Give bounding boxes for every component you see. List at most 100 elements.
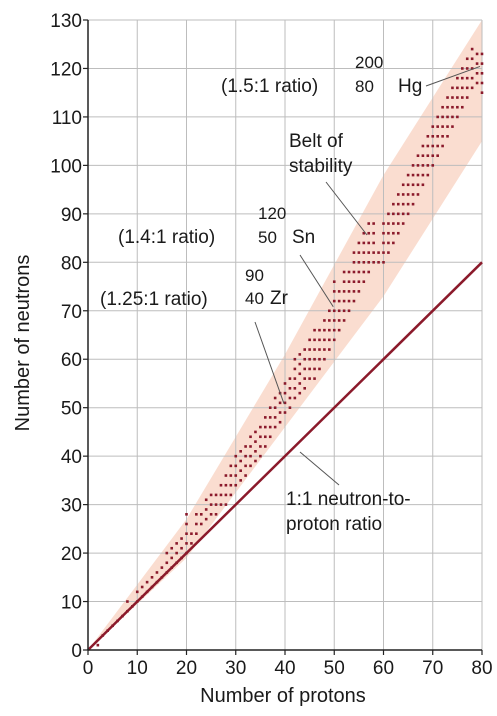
stable-nucleus-point <box>259 454 262 458</box>
stable-nucleus-point <box>323 348 326 351</box>
stable-nucleus-point <box>96 643 100 647</box>
stable-nucleus-point <box>268 416 272 419</box>
stable-nucleus-point <box>367 222 371 225</box>
stable-nucleus-point <box>239 450 242 453</box>
stable-nucleus-point <box>244 445 247 448</box>
stable-nucleus-point <box>244 474 247 477</box>
stable-nucleus-point <box>278 420 282 424</box>
stable-nucleus-point <box>456 105 459 109</box>
stable-nucleus-point <box>401 202 405 206</box>
stable-nucleus-point <box>126 600 129 603</box>
stable-nucleus-point <box>249 445 252 448</box>
stable-nucleus-point <box>411 183 415 187</box>
stable-nucleus-point <box>165 551 169 555</box>
stable-nucleus-point <box>219 493 223 497</box>
stable-nucleus-point <box>254 430 257 434</box>
stable-nucleus-point <box>332 290 336 293</box>
stable-nucleus-point <box>204 498 208 502</box>
stable-nucleus-point <box>461 76 464 80</box>
stable-nucleus-point <box>411 193 415 196</box>
sn-symbol: Sn <box>292 227 315 248</box>
stable-nucleus-point <box>382 251 385 254</box>
stable-nucleus-point <box>426 154 430 157</box>
stable-nucleus-point <box>264 435 267 439</box>
stable-nucleus-point <box>446 115 449 119</box>
stable-nucleus-point <box>436 135 439 138</box>
stable-nucleus-point <box>308 367 311 371</box>
stable-nucleus-point <box>421 164 425 167</box>
stable-nucleus-point <box>328 328 331 332</box>
stable-nucleus-point <box>323 357 326 361</box>
stable-nucleus-point <box>116 619 119 623</box>
stable-nucleus-point <box>140 585 144 589</box>
stable-nucleus-point <box>372 261 375 264</box>
stable-nucleus-point <box>401 222 405 225</box>
stable-nucleus-point <box>175 561 178 565</box>
stable-nucleus-point <box>347 280 351 283</box>
stable-nucleus-point <box>224 503 228 506</box>
stable-nucleus-point <box>239 459 242 463</box>
stable-nucleus-point <box>328 309 331 313</box>
y-tick-label: 80 <box>61 253 82 274</box>
stable-nucleus-point <box>234 474 238 477</box>
stable-nucleus-point <box>298 391 302 395</box>
hg-leader-line <box>425 65 481 87</box>
stable-nucleus-point <box>160 576 164 579</box>
stable-nucleus-point <box>431 144 435 148</box>
stable-nucleus-point <box>308 357 311 361</box>
stable-nucleus-point <box>421 173 425 177</box>
stable-nucleus-point <box>480 52 484 56</box>
stable-nucleus-point <box>465 86 469 90</box>
stable-nucleus-point <box>303 348 306 351</box>
ratio-line-leader <box>299 451 340 486</box>
stable-nucleus-point <box>362 231 366 235</box>
stable-nucleus-point <box>214 513 218 516</box>
stable-nucleus-point <box>328 348 331 351</box>
zr-mass-number: 90 <box>245 266 264 285</box>
stable-nucleus-point <box>244 454 247 458</box>
hg-symbol: Hg <box>398 76 422 97</box>
zr-ratio-label: (1.25:1 ratio) <box>100 289 208 310</box>
stable-nucleus-point <box>392 212 395 216</box>
belt-label-line-2: stability <box>289 156 353 177</box>
stable-nucleus-point <box>318 328 321 332</box>
stable-nucleus-point <box>461 67 464 70</box>
stable-nucleus-point <box>392 222 395 225</box>
stable-nucleus-point <box>451 105 454 109</box>
stable-nucleus-point <box>426 173 430 177</box>
stable-nucleus-point <box>456 76 459 80</box>
stable-nucleus-point <box>229 493 233 497</box>
stable-nucleus-point <box>195 522 198 526</box>
stable-nucleus-point <box>328 338 331 342</box>
stable-nucleus-point <box>416 183 420 187</box>
stable-nucleus-point <box>426 144 430 148</box>
sn-mass-number: 120 <box>258 204 286 223</box>
stable-nucleus-point <box>150 576 154 579</box>
stable-nucleus-point <box>318 348 321 351</box>
one-to-one-ratio-line <box>87 261 483 651</box>
stable-nucleus-point <box>480 62 484 65</box>
stable-nucleus-point <box>401 212 405 216</box>
stable-nucleus-point <box>293 357 297 361</box>
stable-nucleus-point <box>372 251 375 254</box>
stable-nucleus-point <box>470 67 474 70</box>
x-tick-label: 20 <box>176 658 197 679</box>
stable-nucleus-point <box>392 231 395 235</box>
y-tick-label: 110 <box>52 108 82 129</box>
stable-nucleus-point <box>416 173 420 177</box>
stable-nucleus-point <box>209 513 213 516</box>
stable-nucleus-point <box>298 372 302 376</box>
stable-nucleus-point <box>382 231 385 235</box>
stable-nucleus-point <box>362 261 366 264</box>
stable-nucleus-point <box>411 173 415 177</box>
zr-symbol: Zr <box>270 288 289 309</box>
stable-nucleus-point <box>288 396 292 400</box>
stable-nucleus-point <box>387 231 390 235</box>
y-tick-label: 20 <box>61 544 82 565</box>
x-tick-label: 0 <box>83 658 94 679</box>
stable-nucleus-point <box>278 401 282 405</box>
stable-nucleus-point <box>101 634 105 637</box>
stable-nucleus-point <box>387 241 390 245</box>
stable-nucleus-point <box>426 164 430 167</box>
